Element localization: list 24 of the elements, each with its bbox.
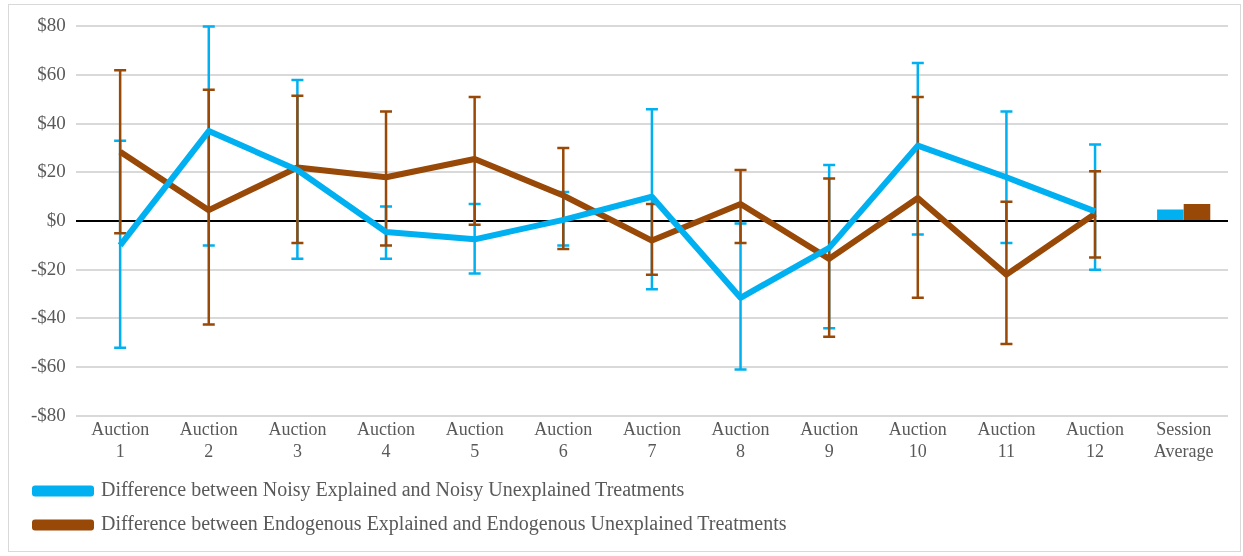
x-tick-label: Auction 6 <box>534 419 593 461</box>
y-tick-label: -$60 <box>31 355 66 377</box>
x-tick-label: Auction 10 <box>888 419 947 461</box>
x-tick-label: Auction 8 <box>711 419 770 461</box>
x-tick-label: Auction 12 <box>1066 419 1125 461</box>
x-tick-label: Auction 4 <box>357 419 416 461</box>
y-tick-label: $20 <box>37 160 66 182</box>
y-tick-label: $40 <box>37 111 66 133</box>
x-tick-label: Auction 11 <box>977 419 1036 461</box>
y-tick-label: -$80 <box>31 403 66 425</box>
x-tick-label: Auction 2 <box>179 419 238 461</box>
x-tick-label: Auction 1 <box>91 419 150 461</box>
y-tick-label: $80 <box>37 14 66 36</box>
x-tick-label: Session Average <box>1153 419 1214 461</box>
y-tick-label: -$20 <box>31 257 66 279</box>
x-tick-label: Auction 9 <box>800 419 859 461</box>
x-tick-label: Auction 5 <box>445 419 504 461</box>
y-tick-label: $60 <box>37 63 66 85</box>
legend-label: Difference between Noisy Explained and Noisy Unexplained Treatments <box>101 478 685 502</box>
x-tick-label: Auction 7 <box>622 419 681 461</box>
y-tick-label: $0 <box>46 209 66 231</box>
legend-label: Difference between Endogenous Explained and Endogenous Unexplained Treatments <box>101 512 787 536</box>
y-tick-label: -$40 <box>31 306 66 328</box>
x-tick-label: Auction 3 <box>268 419 327 461</box>
